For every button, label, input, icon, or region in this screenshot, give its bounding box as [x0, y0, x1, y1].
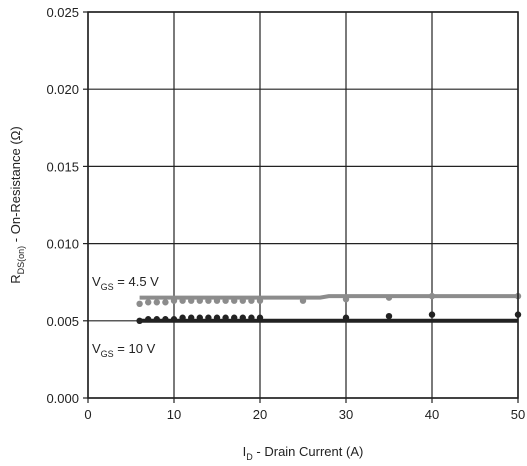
- series-point-0: [248, 297, 255, 304]
- y-tick-label: 0.020: [46, 82, 79, 97]
- x-tick-label: 20: [253, 407, 267, 422]
- series-annotations: VGS = 4.5 V VGS = 10 V: [92, 274, 159, 359]
- y-tick-label: 0.005: [46, 314, 79, 329]
- series-point-1: [239, 314, 246, 321]
- y-axis: 0.000 0.005 0.010 0.015 0.020 0.025: [46, 5, 88, 406]
- x-axis: 0 10 20 30 40 50: [84, 398, 525, 422]
- series-point-1: [188, 314, 195, 321]
- series-point-0: [299, 297, 307, 304]
- y-tick-label: 0.015: [46, 159, 79, 174]
- series-point-0: [256, 297, 264, 304]
- series-point-0: [342, 295, 350, 303]
- x-tick-label: 50: [511, 407, 525, 422]
- series-point-0: [196, 297, 203, 304]
- series-point-0: [188, 297, 195, 304]
- series-point-0: [162, 299, 169, 306]
- series-point-0: [239, 297, 246, 304]
- series-point-1: [136, 317, 143, 324]
- series-point-0: [136, 300, 143, 308]
- x-axis-label: ID - Drain Current (A): [243, 444, 364, 462]
- series-point-1: [222, 314, 229, 321]
- y-tick-label: 0.000: [46, 391, 79, 406]
- series-point-0: [231, 297, 238, 304]
- series-point-1: [213, 314, 221, 321]
- series-point-0: [205, 297, 212, 304]
- series-point-1: [205, 314, 212, 321]
- y-axis-label: RDS(on) - On-Resistance (Ω): [8, 126, 26, 283]
- series-point-0: [222, 297, 229, 304]
- series-point-1: [342, 314, 350, 321]
- series-point-1: [145, 316, 152, 323]
- series-annotation-0: VGS = 4.5 V: [92, 274, 159, 292]
- series-point-0: [179, 297, 186, 304]
- series-point-0: [153, 299, 160, 306]
- series-point-1: [179, 314, 186, 321]
- series-layer: [136, 292, 522, 324]
- series-point-0: [145, 299, 152, 306]
- series-annotation-1: VGS = 10 V: [92, 341, 156, 359]
- series-point-1: [428, 311, 436, 318]
- y-tick-label: 0.025: [46, 5, 79, 20]
- x-tick-label: 10: [167, 407, 181, 422]
- series-point-1: [153, 316, 160, 323]
- series-point-1: [162, 316, 169, 323]
- series-point-1: [256, 314, 264, 321]
- plot-frame: [87, 11, 519, 399]
- series-point-1: [231, 314, 238, 321]
- series-line-0: [139, 294, 518, 300]
- series-point-0: [428, 292, 436, 300]
- y-tick-label: 0.010: [46, 237, 79, 252]
- series-point-1: [170, 316, 178, 323]
- x-tick-label: 40: [425, 407, 439, 422]
- series-point-1: [385, 312, 393, 320]
- x-tick-label: 30: [339, 407, 353, 422]
- series-point-1: [196, 314, 203, 321]
- series-point-0: [385, 294, 393, 301]
- x-tick-label: 0: [84, 407, 91, 422]
- series-point-0: [213, 297, 221, 304]
- series-point-1: [248, 314, 255, 321]
- series-point-0: [170, 297, 178, 304]
